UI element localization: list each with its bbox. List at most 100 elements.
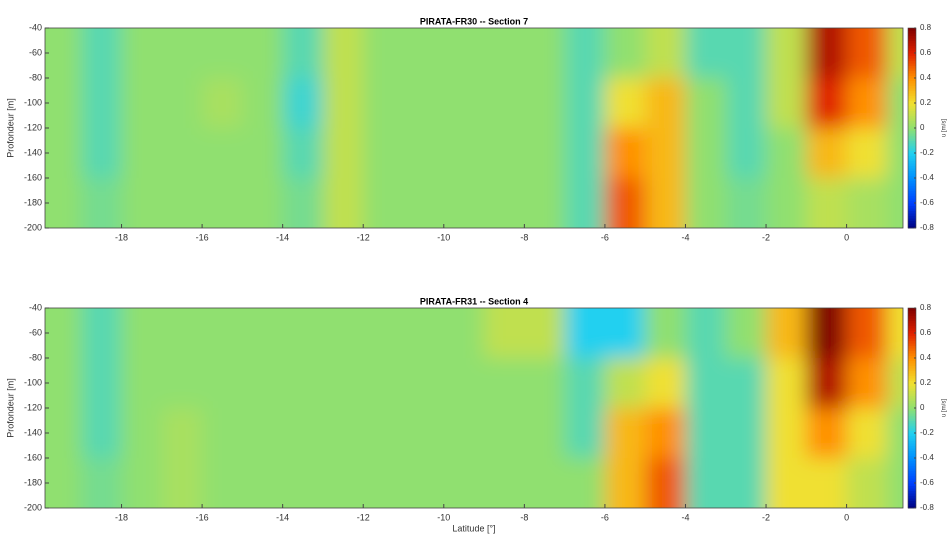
colorbar-step (908, 210, 916, 214)
colorbar-step (908, 218, 916, 221)
x-tick-label: -18 (115, 232, 128, 242)
x-axis-label: Latitude [°] (452, 523, 495, 533)
cell (45, 458, 82, 508)
cell (886, 128, 903, 179)
x-tick-label: -12 (357, 232, 370, 242)
cell (524, 358, 566, 409)
colorbar-step (908, 213, 916, 216)
colorbar-tick-label: 0.8 (920, 303, 932, 312)
x-tick-label: -6 (601, 232, 609, 242)
cell (806, 178, 848, 228)
cell (322, 128, 364, 179)
x-tick-label: -16 (196, 232, 209, 242)
colorbar-step (908, 320, 916, 324)
colorbar-step (908, 355, 916, 359)
colorbar-step (908, 78, 916, 81)
field (45, 308, 903, 508)
colorbar-step (908, 443, 916, 446)
colorbar-step (908, 113, 916, 116)
x-tick-label: -8 (520, 512, 528, 522)
colorbar-step (908, 120, 916, 124)
cell (484, 358, 525, 409)
cell (806, 408, 848, 459)
colorbar-step (908, 503, 916, 506)
colorbar-step (908, 195, 916, 199)
cell (242, 458, 284, 508)
colorbar-step (908, 360, 916, 364)
cell (604, 178, 646, 228)
colorbar-tick-label: 0 (920, 403, 925, 412)
cell (363, 28, 405, 79)
colorbar-step (908, 215, 916, 219)
colorbar-step (908, 350, 916, 354)
y-tick-label: -80 (29, 72, 42, 82)
cell (604, 408, 646, 459)
cell (524, 308, 566, 359)
cell (846, 408, 888, 459)
colorbar-step (908, 368, 916, 371)
colorbar-step (908, 160, 916, 164)
cell (685, 128, 727, 179)
y-axis-label: Profondeur [m] (5, 378, 15, 438)
cell (806, 358, 848, 409)
cell (645, 458, 686, 508)
colorbar-step (908, 205, 916, 209)
colorbar-step (908, 388, 916, 391)
plot-area (45, 308, 903, 508)
y-tick-label: -100 (24, 97, 42, 107)
cell (322, 358, 364, 409)
cell (81, 28, 123, 79)
colorbar-step (908, 178, 916, 181)
cell (604, 358, 646, 409)
colorbar-step (908, 155, 916, 159)
cell (202, 358, 243, 409)
y-tick-label: -120 (24, 402, 42, 412)
cell (242, 358, 284, 409)
colorbar-step (908, 308, 916, 311)
colorbar-step (908, 490, 916, 494)
colorbar-step (908, 395, 916, 399)
colorbar-step (908, 65, 916, 69)
cell (564, 78, 606, 129)
x-tick-label: -18 (115, 512, 128, 522)
cell (242, 408, 284, 459)
colorbar-step (908, 505, 916, 509)
cell (806, 28, 848, 79)
cell (81, 128, 123, 179)
colorbar-tick-label: -0.8 (920, 223, 934, 232)
cell (403, 458, 445, 508)
cell (403, 358, 445, 409)
cell (282, 358, 324, 409)
colorbar-step (908, 438, 916, 441)
cell (484, 28, 525, 79)
colorbar-step (908, 328, 916, 331)
cell (645, 128, 686, 179)
colorbar-step (908, 478, 916, 481)
colorbar-step (908, 93, 916, 96)
cell (524, 128, 566, 179)
cell (564, 408, 606, 459)
colorbar-step (908, 58, 916, 61)
cell (846, 128, 888, 179)
cell (645, 78, 686, 129)
cell (403, 178, 445, 228)
cell (524, 78, 566, 129)
colorbar-step (908, 60, 916, 64)
colorbar-step (908, 358, 916, 361)
cell (282, 308, 324, 359)
cell (725, 128, 767, 179)
y-tick-label: -200 (24, 502, 42, 512)
cell (484, 178, 525, 228)
colorbar-step (908, 38, 916, 41)
cell (886, 458, 903, 508)
colorbar-step (908, 43, 916, 46)
cell (645, 358, 686, 409)
x-tick-label: -4 (681, 232, 689, 242)
cell (685, 78, 727, 129)
colorbar-step (908, 98, 916, 101)
colorbar-step (908, 40, 916, 44)
colorbar-step (908, 318, 916, 321)
cell (766, 408, 807, 459)
cell (81, 458, 123, 508)
